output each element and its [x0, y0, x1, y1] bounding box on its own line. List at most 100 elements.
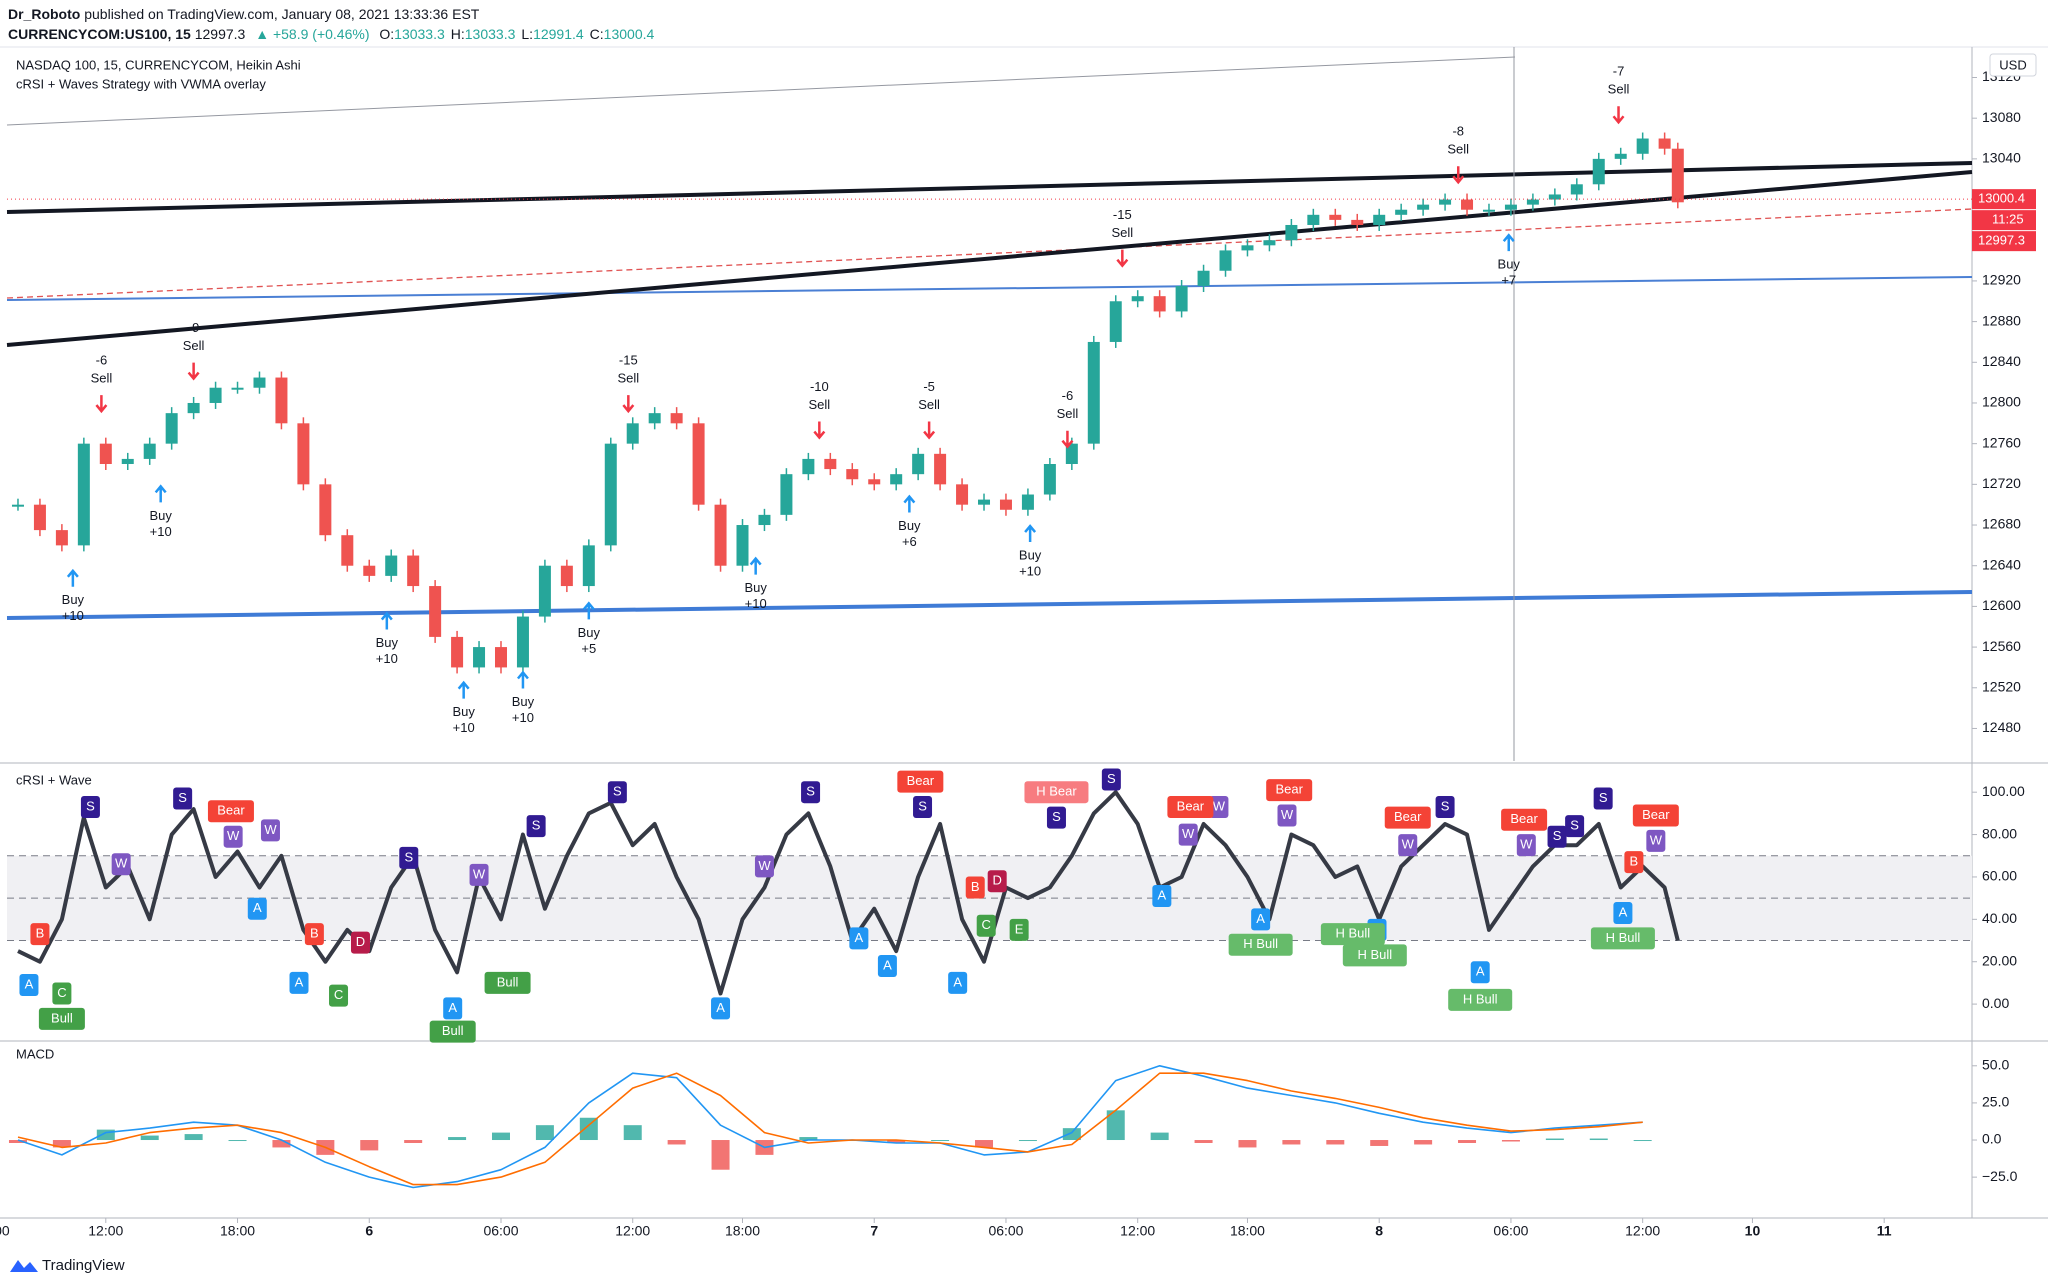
- signal-name: Buy: [452, 704, 475, 719]
- plot: 12480 12520 12560 12600 12640 12680 12720 12760…: [0, 53, 2037, 1239]
- candle: [209, 387, 222, 403]
- marker-label: Bear: [1275, 782, 1303, 797]
- marker: [754, 855, 774, 878]
- marker-label: S: [806, 784, 815, 799]
- candle: [473, 647, 486, 668]
- signal-arrow: [95, 395, 108, 414]
- signal-arrow: [457, 680, 470, 699]
- signal-name: Buy: [578, 625, 601, 640]
- marker-label: E: [1015, 921, 1024, 936]
- marker-label: A: [855, 930, 864, 945]
- candle: [846, 469, 859, 480]
- marker-label: W: [227, 828, 240, 843]
- candle: [275, 377, 288, 424]
- candle: [1570, 184, 1583, 195]
- signal-name: Sell: [1447, 142, 1469, 157]
- countdown: 11:25: [1992, 212, 2024, 227]
- x-tick-label: 12:00: [615, 1223, 650, 1239]
- histogram-bar: [1150, 1132, 1169, 1141]
- y-tick-label: 12800: [1982, 394, 2021, 410]
- histogram-bar: [711, 1140, 730, 1170]
- marker-label: Bear: [1642, 807, 1670, 822]
- histogram-bar: [799, 1137, 818, 1141]
- x-tick-label: 11: [1877, 1223, 1892, 1239]
- y-tick-label: 12680: [1982, 516, 2021, 532]
- marker: [399, 846, 419, 869]
- marker-label: W: [1402, 837, 1415, 852]
- signal-size: -15: [1113, 207, 1132, 222]
- marker: [1565, 815, 1585, 838]
- marker-label: S: [1441, 798, 1450, 813]
- marker-label: A: [953, 974, 962, 989]
- publish-line: Dr_Roboto published on TradingView.com, …: [8, 6, 485, 22]
- chart-subtitle: cRSI + Waves Strategy with VWMA overlay: [16, 76, 266, 91]
- candle: [824, 458, 837, 470]
- marker-label: A: [1476, 964, 1485, 979]
- histogram-bar: [1062, 1128, 1081, 1141]
- marker: [1646, 829, 1666, 852]
- signal-name: Buy: [1498, 257, 1521, 272]
- marker-label: A: [1256, 911, 1265, 926]
- x-tick-label: 7: [870, 1223, 878, 1239]
- signal-arrow: [903, 494, 916, 513]
- candle: [890, 474, 903, 485]
- price-tag: [1972, 189, 2036, 210]
- marker: [1178, 823, 1198, 846]
- marker-label: Bear: [1394, 809, 1422, 824]
- marker-label: W: [758, 858, 771, 873]
- ohlc-value: 13033.3: [464, 26, 516, 42]
- marker: [173, 787, 193, 810]
- marker-label: W: [264, 822, 277, 837]
- marker-label: S: [918, 798, 927, 813]
- candle: [451, 636, 464, 668]
- marker: [52, 982, 72, 1005]
- marker-label: W: [1213, 798, 1226, 813]
- marker: [897, 770, 944, 793]
- marker: [948, 971, 968, 994]
- marker: [443, 997, 463, 1020]
- marker: [260, 819, 280, 842]
- ohlc-key: C:: [589, 26, 604, 42]
- marker-label: D: [356, 934, 365, 949]
- histogram-bar: [448, 1137, 467, 1141]
- signal-name: Sell: [1057, 406, 1079, 421]
- signal-arrow: [1024, 524, 1037, 543]
- candle: [648, 413, 661, 424]
- marker: [1046, 806, 1066, 829]
- candle: [780, 474, 793, 515]
- macd-line: [17, 1065, 1643, 1189]
- y-tick-label: 25.0: [1982, 1094, 2009, 1110]
- footer: TradingView: [42, 1257, 125, 1274]
- candle: [1241, 245, 1254, 251]
- candle: [231, 387, 244, 390]
- y-tick-label: 50.0: [1982, 1056, 2009, 1072]
- chart-title: NASDAQ 100, 15, CURRENCYCOM, Heikin Ashi: [16, 57, 301, 72]
- y-tick-label: 12640: [1982, 556, 2021, 572]
- x-tick-label: 06:00: [1493, 1223, 1528, 1239]
- signal-name: Sell: [183, 338, 205, 353]
- marker: [877, 954, 897, 977]
- candle: [516, 616, 529, 668]
- marker: [1209, 796, 1229, 819]
- marker: [1152, 885, 1172, 908]
- marker-label: Bull: [497, 974, 519, 989]
- marker-label: H Bull: [1463, 991, 1498, 1006]
- signal-name: Buy: [898, 518, 921, 533]
- ohlc-key: L:: [521, 26, 534, 42]
- candle: [143, 443, 156, 459]
- candle: [121, 458, 134, 465]
- marker: [1547, 825, 1567, 848]
- candle: [1131, 296, 1144, 302]
- marker-label: S: [532, 818, 541, 833]
- signal-arrow: [749, 556, 762, 575]
- candle: [253, 377, 266, 388]
- marker-label: Bear: [217, 803, 245, 818]
- marker-label: S: [1107, 771, 1116, 786]
- ohlc-value: 13000.4: [603, 26, 655, 42]
- candle: [165, 413, 178, 444]
- candle: [1504, 204, 1517, 210]
- marker-label: Bear: [1177, 798, 1205, 813]
- marker-label: A: [295, 974, 304, 989]
